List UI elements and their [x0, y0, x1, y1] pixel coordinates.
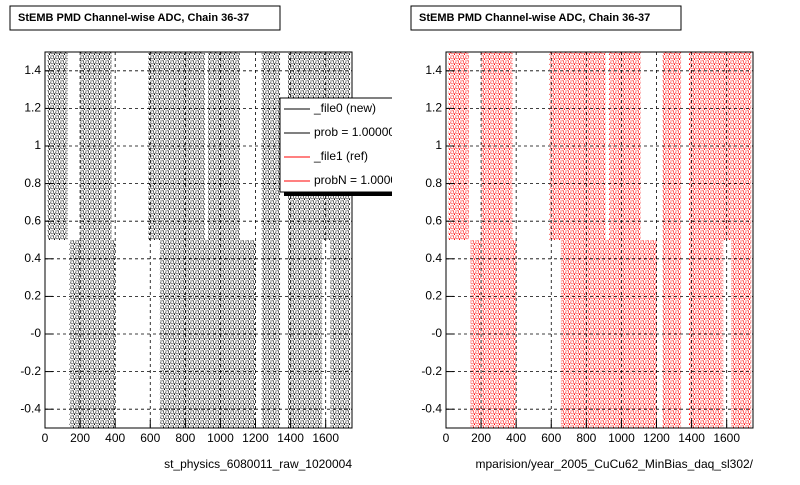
x-axis-label: mparision/year_2005_CuCu62_MinBias_daq_s… — [475, 457, 753, 471]
x-tick-label: 400 — [506, 431, 526, 445]
legend: _file0 (new) prob = 1.000000 _file1 (ref) p… — [279, 97, 411, 196]
x-tick-label: 1600 — [312, 431, 339, 445]
x-tick-label: 1400 — [678, 431, 705, 445]
pad: 0 200 400 600 800 1000 1200 1400 1600 -0.4 -0.2 -0 0… — [410, 5, 754, 471]
point-cloud — [261, 52, 281, 240]
x-tick-label: 200 — [471, 431, 491, 445]
x-tick-label: 1400 — [277, 431, 304, 445]
x-tick-label: 0 — [443, 431, 450, 445]
y-tick-label: 0.4 — [425, 251, 442, 265]
legend-label: _file0 (new) — [313, 101, 376, 115]
legend-label: prob = 1.000000 — [314, 125, 402, 139]
x-tick-label: 1000 — [608, 431, 635, 445]
y-tick-label: 1.4 — [24, 63, 41, 77]
pad: 0 200 400 600 800 1000 1200 1400 1600 -0.4 -0.2 -0 0… — [9, 5, 353, 471]
title-box — [410, 5, 682, 31]
y-tick-label: -0.2 — [421, 364, 442, 378]
y-tick-label: 0.4 — [24, 251, 41, 265]
y-tick-label: 1.4 — [425, 63, 442, 77]
point-cloud — [261, 240, 281, 428]
x-tick-label: 1000 — [207, 431, 234, 445]
y-tick-label: 1.2 — [425, 101, 442, 115]
y-tick-label: 1 — [34, 138, 41, 152]
x-tick-label: 800 — [175, 431, 195, 445]
y-tick-label: 0.2 — [425, 289, 442, 303]
y-tick-label: 0.6 — [425, 213, 442, 227]
legend-box — [279, 97, 392, 193]
x-tick-label: 400 — [105, 431, 125, 445]
point-cloud — [662, 52, 682, 240]
y-tick-label: 0.8 — [425, 176, 442, 190]
legend-label: probN = 1.000000 — [314, 173, 411, 187]
x-tick-label: 1600 — [713, 431, 740, 445]
x-tick-label: 200 — [70, 431, 90, 445]
point-cloud — [609, 52, 641, 240]
x-tick-label: 1200 — [643, 431, 670, 445]
x-tick-label: 600 — [140, 431, 160, 445]
legend-label: _file1 (ref) — [313, 149, 368, 163]
x-tick-label: 0 — [42, 431, 49, 445]
y-tick-label: 1.2 — [24, 101, 41, 115]
point-cloud — [208, 52, 240, 240]
y-tick-label: -0.4 — [20, 401, 41, 415]
point-cloud — [662, 240, 682, 428]
title-box — [9, 5, 281, 31]
y-tick-label: 1 — [435, 138, 442, 152]
x-tick-label: 800 — [576, 431, 596, 445]
x-axis-label: st_physics_6080011_raw_1020004 — [164, 457, 352, 471]
x-tick-label: 1200 — [242, 431, 269, 445]
y-tick-label: -0 — [30, 326, 41, 340]
chart-title: StEMB PMD Channel-wise ADC, Chain 36-37 — [419, 12, 650, 24]
plot-border — [445, 51, 754, 429]
y-tick-label: 0.6 — [24, 213, 41, 227]
x-tick-label: 600 — [541, 431, 561, 445]
plot-border — [44, 51, 353, 429]
chart-title: StEMB PMD Channel-wise ADC, Chain 36-37 — [18, 12, 249, 24]
y-tick-label: 0.2 — [24, 289, 41, 303]
y-tick-label: -0 — [431, 326, 442, 340]
y-tick-label: -0.2 — [20, 364, 41, 378]
y-tick-label: 0.8 — [24, 176, 41, 190]
y-tick-label: -0.4 — [421, 401, 442, 415]
